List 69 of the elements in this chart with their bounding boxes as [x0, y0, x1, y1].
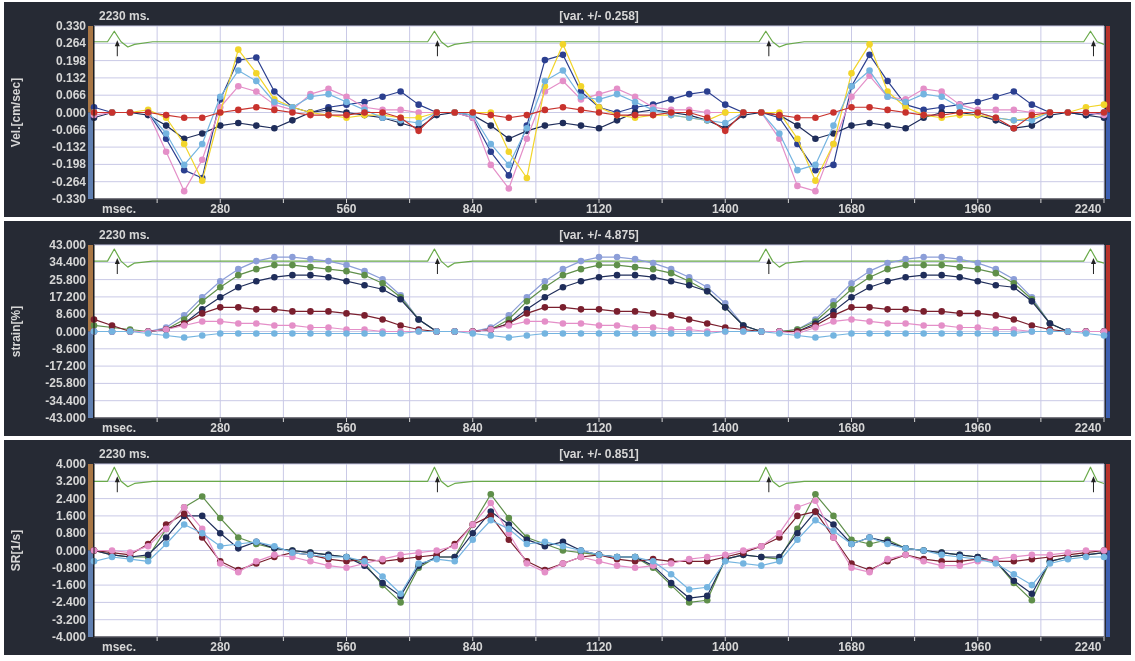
y-tick-label: -0.800	[51, 560, 87, 575]
y-tick-label: 3.200	[55, 474, 87, 489]
y-tick-label: 0.000	[55, 543, 87, 558]
y-tick-label: 0.132	[55, 70, 87, 85]
y-tick-label: 17.200	[49, 289, 87, 304]
y-tick-label: 25.800	[49, 272, 87, 287]
y-tick-label: -8.600	[51, 341, 87, 356]
x-tick-label: 2240	[1074, 202, 1102, 216]
y-tick-label: 0.800	[55, 526, 87, 541]
y-tick-label: -3.200	[51, 612, 87, 627]
x-tick-label: 840	[462, 202, 484, 216]
y-tick-label: 0.264	[55, 36, 87, 51]
x-tick-label: 1680	[838, 421, 866, 435]
x-tick-label: 1120	[585, 202, 613, 216]
y-tick-label: 0.000	[55, 105, 87, 120]
y-axis-title: SR[1/s]	[9, 529, 23, 572]
x-tick-label: 280	[210, 640, 231, 654]
x-axis-title: msec.	[102, 421, 137, 435]
y-tick-label: 0.198	[55, 53, 87, 68]
x-tick-label: 560	[336, 202, 357, 216]
y-tick-label: -17.200	[45, 359, 87, 374]
x-tick-label: 1960	[964, 640, 992, 654]
y-tick-label: -0.264	[51, 174, 87, 189]
x-tick-label: 1120	[585, 640, 613, 654]
x-tick-label: 1680	[838, 640, 866, 654]
y-tick-label: -1.600	[51, 578, 87, 593]
y-tick-label: 8.600	[55, 307, 87, 322]
x-axis-title: msec.	[102, 640, 137, 654]
x-tick-label: 2240	[1074, 421, 1102, 435]
y-tick-label: 43.000	[49, 238, 87, 252]
x-tick-label: 560	[336, 421, 357, 435]
y-tick-label: -25.800	[45, 376, 87, 391]
x-tick-label: 280	[210, 202, 231, 216]
y-tick-label: -43.000	[45, 411, 87, 425]
y-axis-title: strain[%]	[9, 305, 23, 358]
y-axis-title: Vel.[cm/sec]	[9, 77, 23, 148]
x-tick-label: 1960	[964, 202, 992, 216]
y-tick-label: -2.400	[51, 595, 87, 610]
x-tick-label: 560	[336, 640, 357, 654]
x-tick-label: 1400	[711, 202, 739, 216]
x-tick-label: 1120	[585, 421, 613, 435]
chart-subtitle: 2230 ms.	[99, 228, 150, 242]
y-tick-label: 1.600	[55, 508, 87, 523]
chart-subtitle: 2230 ms.	[99, 9, 150, 23]
y-tick-label: -34.400	[45, 393, 87, 408]
x-tick-label: 2240	[1074, 640, 1102, 654]
x-tick-label: 840	[462, 421, 484, 435]
chart-title: [var. +/- 0.851]	[559, 447, 639, 461]
y-tick-label: -4.000	[51, 630, 87, 644]
y-tick-label: 2.400	[55, 491, 87, 506]
x-tick-label: 1400	[711, 640, 739, 654]
x-tick-label: 280	[210, 421, 231, 435]
y-tick-label: -0.066	[51, 122, 87, 137]
y-tick-label: -0.198	[51, 157, 87, 172]
y-tick-label: 34.400	[49, 255, 87, 270]
y-tick-label: 0.066	[55, 88, 87, 103]
x-axis-title: msec.	[102, 202, 137, 216]
chart-subtitle: 2230 ms.	[99, 447, 150, 461]
x-tick-label: 840	[462, 640, 484, 654]
chart-title: [var. +/- 4.875]	[559, 228, 639, 242]
x-tick-label: 1680	[838, 202, 866, 216]
y-tick-label: 0.330	[55, 19, 87, 33]
y-tick-label: 4.000	[55, 457, 87, 471]
y-tick-label: -0.132	[51, 140, 87, 155]
y-tick-label: -0.330	[51, 192, 87, 206]
x-tick-label: 1400	[711, 421, 739, 435]
chart-title: [var. +/- 0.258]	[559, 9, 639, 23]
y-tick-label: 0.000	[55, 324, 87, 339]
x-tick-label: 1960	[964, 421, 992, 435]
